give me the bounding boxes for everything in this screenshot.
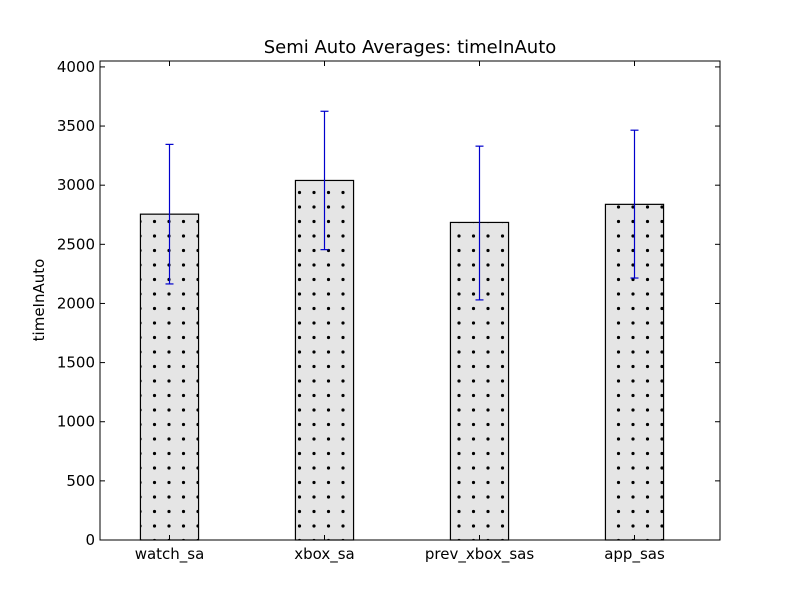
y-tick-label-0: 0 xyxy=(85,531,95,549)
x-axis-ticks: watch_sa xbox_sa prev_xbox_sas app_sas xyxy=(135,61,665,564)
y-tick-label-1000: 1000 xyxy=(57,413,95,431)
x-tick-label-watch_sa: watch_sa xyxy=(135,545,205,564)
y-axis-ticks: 0 500 1000 1500 2000 2500 3000 3500 4000 xyxy=(57,58,720,549)
y-tick-label-2000: 2000 xyxy=(57,294,95,312)
y-tick-label-4000: 4000 xyxy=(57,58,95,76)
error-bars-layer xyxy=(165,110,639,301)
x-tick-label-prev_xbox_sas: prev_xbox_sas xyxy=(425,545,534,564)
y-tick-label-2500: 2500 xyxy=(57,235,95,253)
x-tick-label-app_sas: app_sas xyxy=(604,545,665,564)
y-tick-label-1500: 1500 xyxy=(57,354,95,372)
y-tick-label-500: 500 xyxy=(66,472,95,490)
plot-frame xyxy=(99,60,721,541)
x-tick-label-xbox_sa: xbox_sa xyxy=(294,545,355,564)
y-tick-label-3000: 3000 xyxy=(57,176,95,194)
y-axis-label: timeInAuto xyxy=(30,259,48,342)
chart-title: Semi Auto Averages: timeInAuto xyxy=(264,37,557,58)
y-tick-label-3500: 3500 xyxy=(57,117,95,135)
